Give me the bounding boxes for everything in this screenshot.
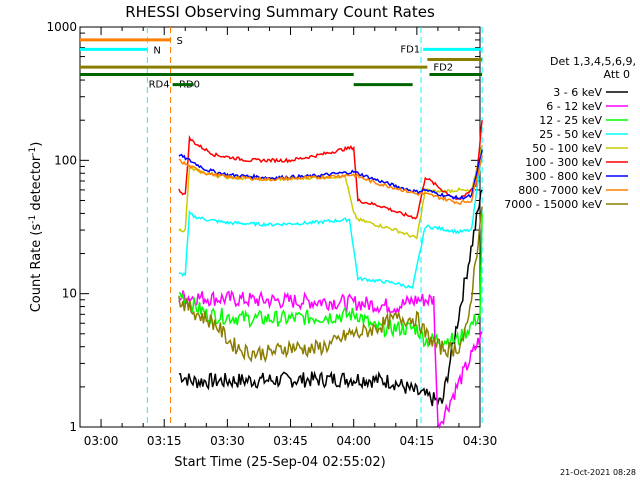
x-tick-label: 04:15 — [400, 434, 435, 448]
mode-segment-label: FD1 — [400, 44, 420, 55]
mode-segment-label: S — [177, 36, 183, 47]
y-axis-label-sup1: -1 — [28, 215, 38, 224]
y-axis-label-sup2: -1 — [28, 147, 38, 156]
footer-timestamp: 21-Oct-2021 08:28 — [560, 468, 636, 477]
legend-label: 7000 - 15000 keV — [504, 198, 602, 211]
chart-title: RHESSI Observing Summary Count Rates — [125, 3, 435, 21]
series-line — [178, 206, 483, 364]
x-tick-label: 03:00 — [84, 434, 119, 448]
y-axis-label-mid: detector — [29, 155, 44, 215]
x-tick-label: 04:00 — [336, 434, 371, 448]
series-lines — [178, 120, 483, 430]
series-line — [178, 120, 483, 220]
legend-label: 3 - 6 keV — [553, 86, 602, 99]
y-axis: 1 10 100 1000 — [46, 20, 480, 434]
y-axis-label-end: ) — [29, 142, 44, 147]
legend-label: 12 - 25 keV — [539, 114, 602, 127]
mode-segments: SNFD1FD2RD0RD4 — [80, 36, 483, 91]
legend-label: 50 - 100 keV — [532, 142, 602, 155]
x-axis: 03:00 03:15 03:30 03:45 04:00 04:15 04:30 — [79, 27, 498, 448]
series-line — [178, 154, 483, 206]
y-tick-label: 1 — [69, 420, 77, 434]
mode-segment-label: FD2 — [433, 63, 453, 74]
series-line — [178, 149, 483, 290]
y-tick-label: 1000 — [46, 20, 77, 34]
mode-segment-label: RD4 — [149, 80, 170, 91]
series-line — [178, 144, 483, 240]
legend-label: 100 - 300 keV — [525, 156, 602, 169]
mode-segment-label: N — [153, 45, 160, 56]
legend-label: 25 - 50 keV — [539, 128, 602, 141]
legend-title: Det 1,3,4,5,6,9, — [550, 55, 636, 68]
series-line — [178, 189, 483, 407]
legend-label: 800 - 7000 keV — [518, 184, 602, 197]
x-tick-label: 03:15 — [147, 434, 182, 448]
x-axis-label: Start Time (25-Sep-04 02:55:02) — [174, 455, 385, 470]
y-axis-label-main: Count Rate (s — [29, 224, 44, 313]
y-axis-label: Count Rate (s-1 detector-1) — [28, 142, 44, 313]
legend-title-2: Att 0 — [604, 68, 630, 81]
legend-label: 300 - 800 keV — [525, 170, 602, 183]
series-line — [178, 213, 483, 351]
legend-label: 6 - 12 keV — [546, 100, 602, 113]
x-tick-label: 03:45 — [273, 434, 308, 448]
x-tick-label: 03:30 — [210, 434, 245, 448]
y-tick-label: 100 — [54, 153, 77, 167]
series-line — [178, 289, 483, 430]
plot-area — [79, 26, 481, 428]
y-tick-label: 10 — [62, 287, 77, 301]
x-tick-label: 04:30 — [463, 434, 498, 448]
